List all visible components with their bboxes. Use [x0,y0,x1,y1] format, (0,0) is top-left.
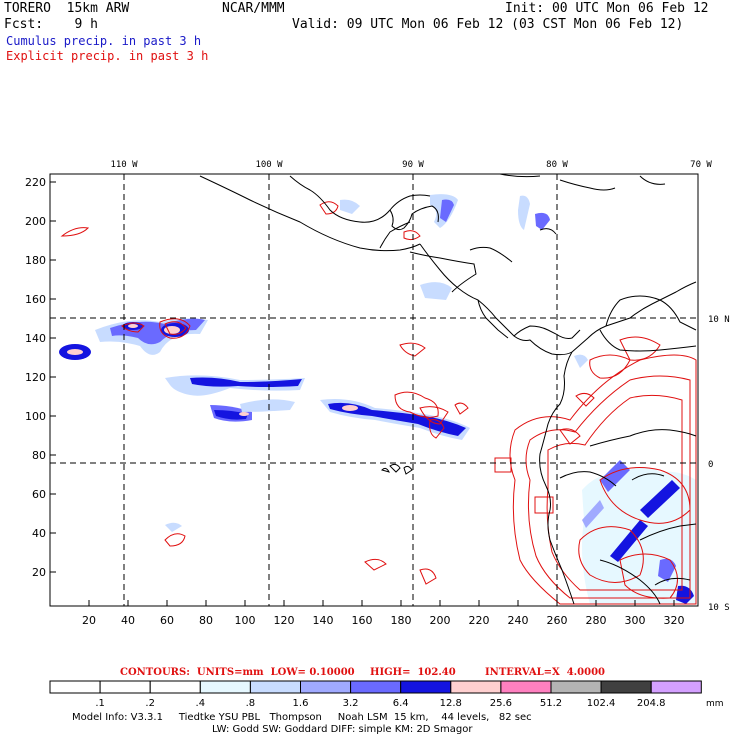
y-tick-label: 220 [25,176,46,189]
lon-label: 110 W [110,160,138,170]
colorbar-swatch [500,680,552,694]
forecast-hour: Fcst: 9 h [4,17,98,32]
colorbar-swatch [199,680,251,694]
organization: NCAR/MMM [222,1,285,16]
colorbar-swatch [400,680,452,694]
colorbar-swatch [300,680,352,694]
lon-label: 80 W [546,160,568,170]
y-tick-label: 60 [32,488,46,501]
lat-label: 10 S [708,603,730,613]
contours-label: CONTOURS: UNITS=mm LOW= 0.10000 [120,667,355,678]
cumulus-precip-field [59,194,696,604]
y-tick-label: 180 [25,254,46,267]
colorbar-unit: mm [706,699,724,709]
x-tick-label: 80 [199,614,213,627]
x-tick-label: 220 [469,614,490,627]
colorbar-value-label: 3.2 [343,698,359,709]
colorbar-swatch [149,680,201,694]
y-tick-label: 40 [32,527,46,540]
colorbar-value-label: 12.8 [440,698,462,709]
y-tick-label: 120 [25,371,46,384]
x-tick-label: 280 [586,614,607,627]
y-tick-label: 200 [25,215,46,228]
lat-label: 10 N [708,315,730,325]
colorbar-value-label: .4 [196,698,206,709]
contours-high: HIGH= 102.40 [370,667,456,678]
colorbar-swatch [350,680,402,694]
field-title-cumulus: Cumulus precip. in past 3 h [6,34,202,48]
colorbar-value-label: 1.6 [293,698,309,709]
lon-label: 100 W [255,160,283,170]
x-tick-label: 100 [235,614,256,627]
x-tick-label: 140 [313,614,334,627]
colorbar-value-label: .2 [145,698,155,709]
x-tick-label: 180 [391,614,412,627]
colorbar-value-label: 204.8 [637,698,666,709]
tick-marks [50,181,675,606]
model-name: TORERO 15km ARW [4,1,130,16]
colorbar-value-label: 6.4 [393,698,409,709]
colorbar-value-label: 25.6 [490,698,512,709]
colorbar-value-label: .8 [246,698,256,709]
graticule [50,174,698,606]
colorbar-value-label: 51.2 [540,698,562,709]
y-tick-label: 20 [32,566,46,579]
y-tick-label: 140 [25,332,46,345]
x-tick-label: 60 [160,614,174,627]
colorbar-labels: .1 .2 .4 .8 1.6 3.2 6.4 12.8 25.6 51.2 102.4 204.8 [95,698,665,709]
colorbar-swatch [249,680,301,694]
x-tick-label: 240 [508,614,529,627]
colorbar-swatch [600,680,652,694]
x-tick-label: 160 [352,614,373,627]
y-tick-label: 100 [25,410,46,423]
lat-label: 0 [708,460,713,470]
model-info: Model Info: V3.3.1 Tiedtke YSU PBL Thomp… [72,712,532,723]
x-tick-label: 20 [82,614,96,627]
colorbar-swatch [550,680,602,694]
x-tick-label: 40 [121,614,135,627]
colorbar-swatch [99,680,151,694]
x-tick-label: 300 [625,614,646,627]
colorbar-value-label: 102.4 [587,698,616,709]
x-tick-label: 260 [547,614,568,627]
colorbar-swatch [49,680,101,694]
x-tick-label: 320 [664,614,685,627]
field-title-explicit: Explicit precip. in past 3 h [6,49,209,63]
valid-time: Valid: 09 UTC Mon 06 Feb 12 (03 CST Mon … [292,17,684,32]
contours-interval: INTERVAL=X 4.0000 [485,667,605,678]
init-time: Init: 00 UTC Mon 06 Feb 12 [505,1,709,16]
colorbar-swatch [650,680,702,694]
x-tick-label: 120 [274,614,295,627]
y-tick-label: 160 [25,293,46,306]
colorbar-value-label: .1 [95,698,105,709]
model-physics: LW: Godd SW: Goddard DIFF: simple KM: 2D… [212,724,473,735]
colorbar [49,680,702,694]
lon-label: 70 W [690,160,712,170]
coastlines [199,173,697,605]
lon-label: 90 W [402,160,424,170]
x-tick-label: 200 [430,614,451,627]
colorbar-swatch [450,680,502,694]
y-tick-label: 80 [32,449,46,462]
